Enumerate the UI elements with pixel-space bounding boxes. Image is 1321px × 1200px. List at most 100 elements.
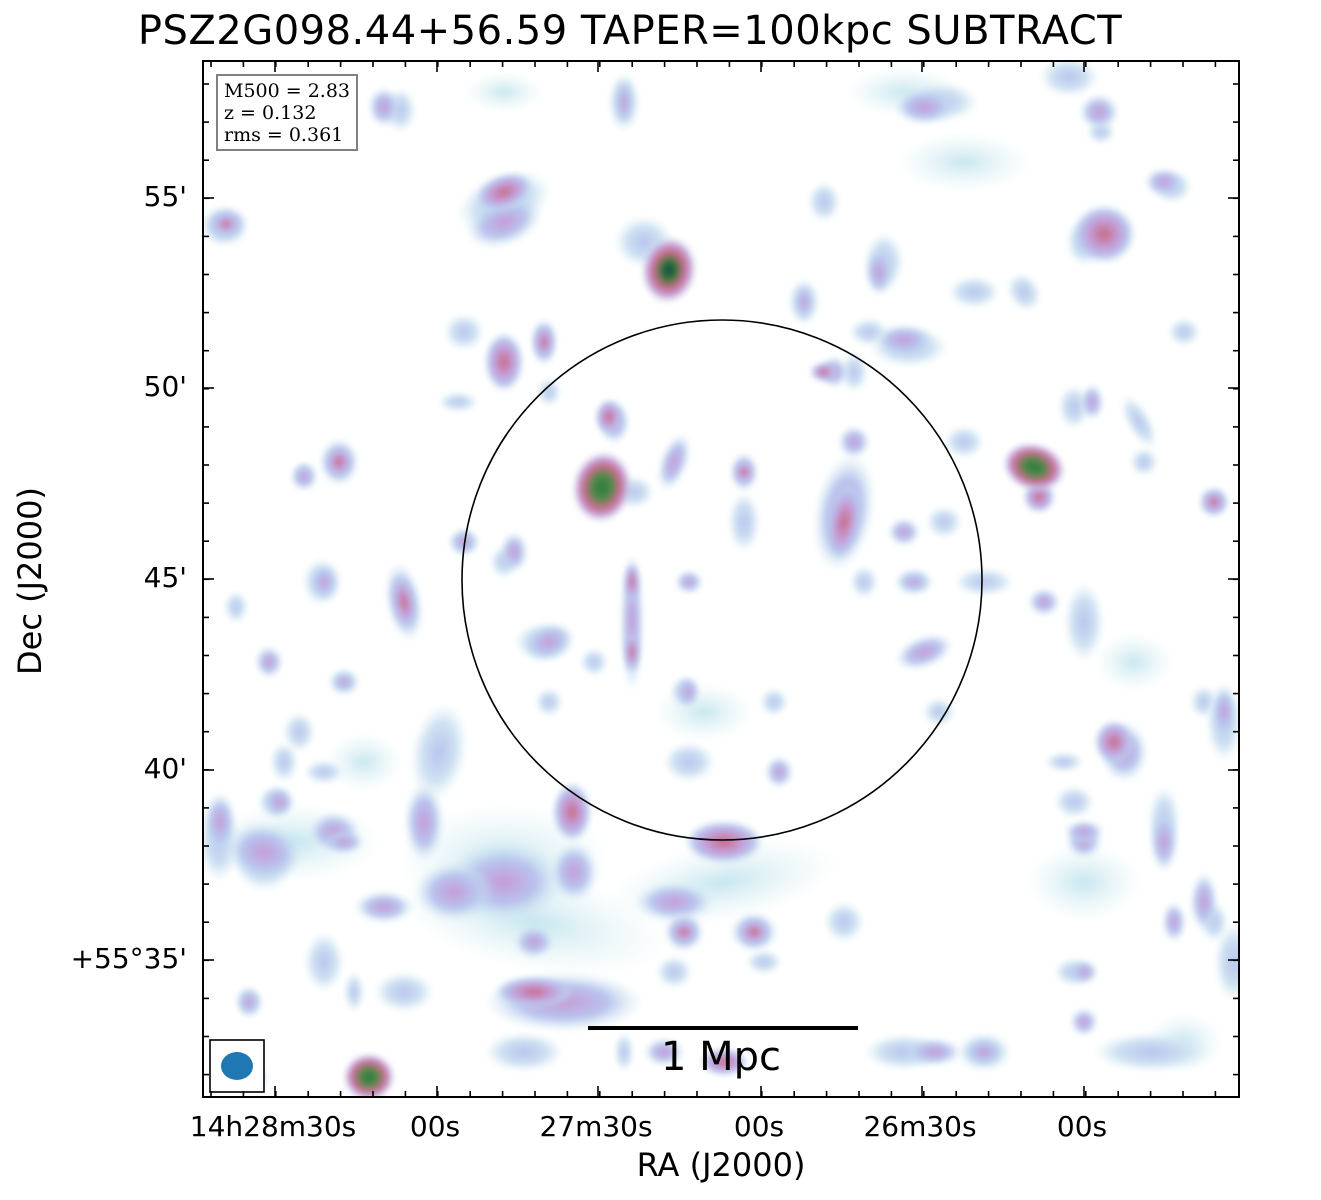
emission-blob [840,352,868,392]
emission-blob [1212,686,1236,738]
axis-ticks [204,62,1238,1096]
emission-blob [1202,490,1226,514]
emission-blob [1024,842,1144,922]
emission-blob [944,426,984,458]
emission-blob [224,591,248,623]
emission-blob [237,988,261,1016]
x-axis-title: RA (J2000) [636,1146,806,1184]
emission-blob [1120,395,1158,449]
emission-blob [838,426,870,458]
emission-blob [514,926,554,958]
emission-blob [954,568,1014,596]
emission-blob [283,712,315,752]
emission-blob [580,648,608,676]
emission-blob [898,572,930,592]
emission-blob [1168,318,1200,346]
emission-blob [332,672,356,692]
emission-blob [224,821,304,883]
emission-blob [888,518,920,546]
emission-blob [634,882,714,922]
ytick-label-4: 40' [143,752,187,785]
emission-blob [324,732,404,792]
emission-blob [894,132,1034,192]
emission-blob [304,760,344,784]
emission-blob [738,918,770,946]
emission-blob [644,1038,684,1066]
emission-blob [410,702,468,802]
emission-blob [595,399,623,435]
r500-circle [461,319,983,841]
emission-blob [212,214,240,234]
emission-blob [734,460,754,484]
emission-blob [374,972,434,1012]
emission-blob [391,574,417,630]
emission-blob [1130,448,1158,476]
emission-blob [760,688,788,716]
emission-blob [290,463,318,491]
emission-blob [263,786,295,818]
figure-title: PSZ2G098.44+56.59 TAPER=100kpc SUBTRACT [137,8,1123,54]
emission-blob [1094,632,1174,692]
emission-blob [808,182,840,222]
emission-blob [552,782,592,842]
xtick-label-1: 14h28m30s [189,1110,357,1143]
emission-blob [640,236,698,304]
emission-blob [850,566,878,598]
emission-blob [535,688,563,716]
emission-blob [824,482,864,562]
beam-ellipse [221,1052,253,1080]
emission-blob [746,950,782,974]
emission-blob [325,446,353,478]
emission-blob [404,782,444,862]
emission-blob [500,532,528,572]
emission-blob [1002,442,1066,492]
emission-blob [684,820,764,864]
redshift-label: z = 0.132 [224,102,317,124]
emission-blob [948,276,1000,308]
emission-blob [444,314,484,350]
emission-blob [675,570,703,594]
emission-blob [657,433,691,491]
emission-blob [534,324,554,360]
mass-label: M500 = 2.83 [224,80,351,102]
emission-blob [464,72,544,112]
emission-blob [824,902,864,942]
ytick-label-1: 55' [143,180,187,213]
emission-blob [964,1038,1004,1066]
emission-blob [484,1032,564,1072]
emission-blob [654,682,754,742]
emission-blob [550,842,598,902]
emission-blob [794,284,814,320]
emission-blob [1092,1032,1212,1072]
emission-blob [923,698,955,726]
emission-blob [537,378,561,406]
emission-blob [270,742,298,782]
emission-blob [1162,902,1186,942]
emission-blob [906,1038,962,1066]
emission-blob [663,742,715,782]
emission-blob [810,362,838,382]
xtick-label-2: 00s [409,1110,461,1143]
emission-blob [1190,872,1218,932]
emission-blob [670,920,698,944]
emission-blob [494,976,574,1008]
emission-blob [614,78,634,126]
emission-blob [1064,820,1104,844]
emission-blob [1079,94,1119,130]
emission-blob [343,1053,395,1096]
emission-blob [728,492,760,552]
emission-blob [700,1048,748,1076]
emission-blob [765,756,793,788]
emission-blob [344,972,364,1012]
emission-blob [1006,272,1042,312]
emission-blob [368,87,400,127]
xtick-label-6: 00s [1056,1110,1108,1143]
emission-blob [1144,168,1184,196]
emission-blob [1150,812,1178,872]
ytick-label-3: 45' [143,561,187,594]
emission-blob [571,451,633,523]
emission-blob [1028,588,1060,616]
emission-blob [1214,922,1238,1002]
y-axis-title: Dec (J2000) [11,487,49,675]
radio-image [204,62,1238,1096]
